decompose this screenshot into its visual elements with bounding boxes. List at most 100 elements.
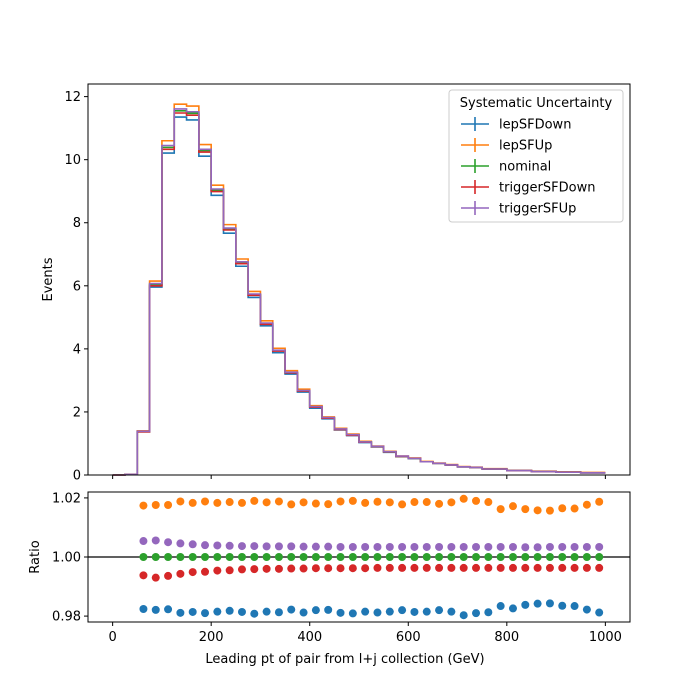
ratio-point-triggerSFDown [484, 563, 493, 572]
ratio-point-nominal [582, 553, 591, 561]
ratio-point-triggerSFUp [373, 542, 382, 551]
ratio-point-triggerSFUp [262, 542, 271, 551]
ratio-point-nominal [385, 553, 394, 561]
ratio-point-triggerSFUp [484, 542, 493, 551]
ratio-point-triggerSFUp [472, 542, 481, 551]
ratio-point-triggerSFDown [324, 564, 333, 573]
ratio-point-lepSFDown [348, 609, 357, 618]
ratio-point-triggerSFDown [398, 563, 407, 572]
ratio-point-lepSFDown [545, 599, 554, 608]
ratio-point-lepSFDown [484, 608, 493, 617]
ratio-x-tick-label: 0 [108, 630, 116, 645]
ratio-point-lepSFUp [225, 498, 234, 507]
ratio-point-triggerSFUp [348, 542, 357, 551]
series-line-triggerSFUp [112, 108, 606, 476]
ratio-point-triggerSFDown [496, 563, 505, 572]
main-y-tick-label: 6 [73, 279, 81, 294]
ratio-point-triggerSFDown [361, 564, 370, 573]
ratio-point-triggerSFUp [496, 542, 505, 551]
ratio-point-nominal [176, 553, 185, 561]
ratio-point-lepSFDown [201, 609, 210, 618]
ratio-point-nominal [274, 553, 283, 561]
ratio-point-triggerSFDown [348, 564, 357, 573]
ratio-point-triggerSFDown [521, 563, 530, 572]
ratio-point-triggerSFDown [558, 563, 567, 572]
ratio-point-lepSFDown [213, 607, 222, 616]
ratio-point-triggerSFDown [164, 571, 173, 580]
ratio-point-triggerSFUp [201, 541, 210, 550]
ratio-point-nominal [188, 553, 197, 561]
ratio-point-triggerSFUp [545, 542, 554, 551]
ratio-point-nominal [348, 553, 357, 561]
ratio-point-triggerSFDown [533, 563, 542, 572]
ratio-point-lepSFDown [299, 608, 308, 617]
ratio-point-triggerSFUp [422, 542, 431, 551]
ratio-point-lepSFUp [176, 497, 185, 506]
main-y-tick-label: 12 [64, 90, 81, 105]
ratio-point-nominal [237, 553, 246, 561]
ratio-point-triggerSFUp [410, 542, 419, 551]
legend-title: Systematic Uncertainty [460, 96, 613, 111]
ratio-point-lepSFUp [496, 505, 505, 514]
ratio-point-nominal [472, 553, 481, 561]
ratio-point-triggerSFDown [447, 563, 456, 572]
ratio-point-triggerSFUp [176, 539, 185, 548]
ratio-point-triggerSFUp [188, 540, 197, 549]
ratio-point-triggerSFUp [570, 542, 579, 551]
main-y-tick-label: 10 [64, 153, 81, 168]
ratio-point-triggerSFDown [459, 563, 468, 572]
ratio-point-lepSFDown [287, 605, 296, 614]
ratio-point-nominal [521, 553, 530, 561]
ratio-point-lepSFUp [398, 500, 407, 509]
ratio-point-lepSFUp [373, 497, 382, 506]
ratio-point-triggerSFUp [274, 542, 283, 551]
ratio-point-nominal [459, 553, 468, 561]
ratio-point-triggerSFUp [521, 543, 530, 552]
ratio-point-lepSFUp [299, 498, 308, 507]
ratio-point-triggerSFUp [595, 542, 604, 551]
ratio-point-triggerSFDown [570, 563, 579, 572]
main-y-tick-label: 2 [73, 405, 81, 420]
main-y-tick-label: 0 [73, 469, 81, 484]
ratio-point-triggerSFUp [533, 543, 542, 552]
ratio-point-triggerSFDown [237, 565, 246, 574]
legend-entry-lepSFUp: lepSFUp [499, 139, 552, 154]
ratio-point-lepSFDown [398, 606, 407, 615]
ratio-point-nominal [250, 553, 259, 561]
ratio-point-lepSFUp [287, 500, 296, 509]
ratio-point-triggerSFUp [508, 542, 517, 551]
ratio-point-triggerSFDown [250, 565, 259, 574]
ratio-point-lepSFDown [139, 605, 148, 613]
ratio-point-triggerSFUp [299, 542, 308, 551]
ratio-point-nominal [262, 553, 271, 561]
legend-entry-lepSFDown: lepSFDown [499, 118, 571, 133]
ratio-point-lepSFDown [225, 606, 234, 615]
ratio-point-lepSFUp [201, 497, 210, 506]
ratio-point-triggerSFUp [164, 538, 173, 547]
ratio-point-lepSFDown [176, 608, 185, 617]
ratio-point-lepSFUp [558, 504, 567, 513]
ratio-point-lepSFDown [459, 611, 468, 620]
ratio-point-nominal [324, 553, 333, 561]
ratio-point-nominal [558, 553, 567, 561]
ratio-point-triggerSFUp [459, 542, 468, 551]
ratio-point-nominal [311, 553, 320, 561]
ratio-point-nominal [398, 553, 407, 561]
ratio-point-nominal [508, 553, 517, 561]
ratio-point-nominal [213, 553, 222, 561]
ratio-point-triggerSFUp [311, 542, 320, 551]
ratio-point-lepSFUp [435, 499, 444, 508]
x-axis-label: Leading pt of pair from l+j collection (… [205, 652, 484, 667]
ratio-point-lepSFUp [385, 498, 394, 507]
ratio-y-tick-label: 1.00 [52, 551, 81, 566]
ratio-x-tick-label: 600 [396, 630, 421, 645]
legend-entry-triggerSFUp: triggerSFUp [499, 202, 576, 217]
ratio-point-lepSFDown [533, 599, 542, 608]
legend-entry-triggerSFDown: triggerSFDown [499, 181, 595, 196]
ratio-point-lepSFUp [508, 502, 517, 511]
ratio-point-triggerSFUp [558, 542, 567, 551]
ratio-point-nominal [151, 553, 160, 561]
ratio-point-nominal [410, 553, 419, 561]
ratio-point-lepSFUp [447, 498, 456, 507]
ratio-point-nominal [545, 553, 554, 561]
